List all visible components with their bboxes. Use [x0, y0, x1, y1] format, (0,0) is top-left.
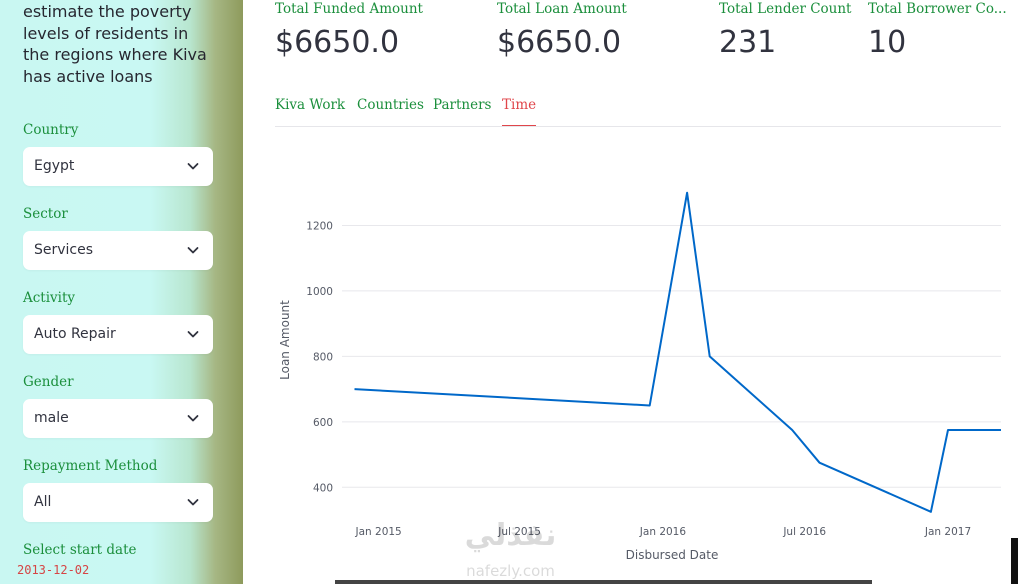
- x-tick-label: Jul 2015: [497, 526, 541, 538]
- x-axis-ticks: Jan 2015 Jul 2015 Jan 2016 Jul 2016 Jan 2017: [354, 526, 971, 538]
- metric-label-funded: Total Funded Amount: [275, 1, 423, 17]
- loan-amount-series-line: [354, 191, 1001, 513]
- start-date-input[interactable]: 2013-12-02: [17, 563, 90, 577]
- tab-countries[interactable]: Countries: [357, 97, 424, 113]
- x-tick-label: Jan 2015: [354, 526, 401, 538]
- y-tick-label: 600: [313, 417, 333, 429]
- y-tick-label: 800: [313, 351, 333, 363]
- tabs-divider: [275, 126, 1001, 127]
- sector-label: Sector: [23, 206, 68, 222]
- gender-select[interactable]: male: [23, 399, 213, 438]
- chevron-down-icon: [187, 331, 199, 338]
- country-select-value: Egypt: [34, 158, 75, 174]
- x-tick-label: Jan 2016: [639, 526, 687, 538]
- watermark-url: nafezly.com: [466, 562, 555, 580]
- sector-select-value: Services: [34, 242, 94, 258]
- horizontal-scrollbar[interactable]: [335, 580, 872, 584]
- activity-select-value: Auto Repair: [34, 326, 116, 342]
- metric-value-borrower: 10: [868, 25, 907, 60]
- chevron-down-icon: [187, 499, 199, 506]
- y-axis-ticks: 400 600 800 1000 1200: [306, 220, 333, 494]
- x-tick-label: Jul 2016: [782, 526, 826, 538]
- country-label: Country: [23, 122, 79, 138]
- gender-select-value: male: [34, 410, 69, 426]
- country-select[interactable]: Egypt: [23, 147, 213, 186]
- y-tick-label: 1000: [306, 286, 333, 298]
- repayment-method-select-value: All: [34, 494, 52, 510]
- sidebar: estimate the poverty levels of residents…: [0, 0, 243, 584]
- y-tick-label: 400: [313, 482, 333, 494]
- repayment-method-label: Repayment Method: [23, 458, 158, 474]
- chevron-down-icon: [187, 247, 199, 254]
- chevron-down-icon: [187, 415, 199, 422]
- sector-select[interactable]: Services: [23, 231, 213, 270]
- tab-kiva-work[interactable]: Kiva Work: [275, 97, 346, 113]
- start-date-label: Select start date: [23, 542, 137, 558]
- metric-label-lender: Total Lender Count: [719, 1, 852, 17]
- gender-label: Gender: [23, 374, 74, 390]
- metric-value-lender: 231: [719, 25, 777, 60]
- metric-value-loan: $6650.0: [497, 25, 622, 60]
- x-tick-label: Jan 2017: [924, 526, 971, 538]
- watermark: نفذلي nafezly.com: [443, 518, 578, 584]
- tab-partners[interactable]: Partners: [433, 97, 492, 113]
- chevron-down-icon: [187, 163, 199, 170]
- x-axis-title: Disbursed Date: [626, 548, 719, 562]
- window-edge: [1011, 538, 1018, 584]
- metric-value-funded: $6650.0: [275, 25, 400, 60]
- repayment-method-select[interactable]: All: [23, 483, 213, 522]
- sidebar-intro-text: estimate the poverty levels of residents…: [23, 2, 207, 86]
- chart-grid: [342, 224, 1001, 488]
- watermark-logo: نفذلي: [464, 518, 557, 553]
- y-tick-label: 1200: [306, 220, 333, 232]
- metric-label-borrower: Total Borrower Co...: [868, 1, 1007, 17]
- activity-label: Activity: [23, 290, 76, 306]
- activity-select[interactable]: Auto Repair: [23, 315, 213, 354]
- y-axis-title: Loan Amount: [278, 300, 292, 380]
- metric-label-loan: Total Loan Amount: [497, 1, 627, 17]
- tab-time[interactable]: Time: [502, 97, 537, 127]
